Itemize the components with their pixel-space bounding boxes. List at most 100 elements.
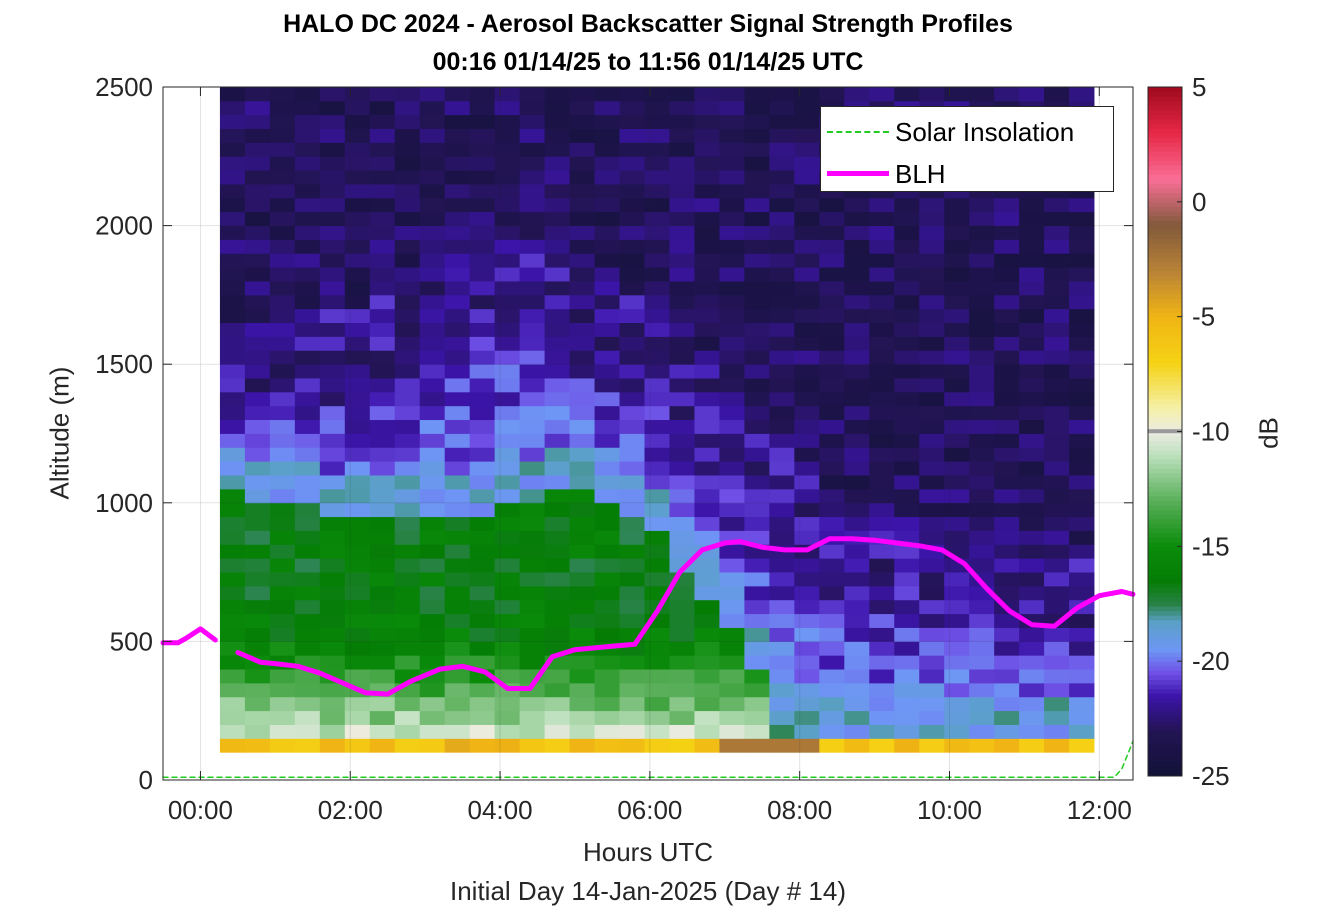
heatmap-cell — [644, 156, 670, 171]
heatmap-cell — [994, 350, 1020, 365]
heatmap-cell — [544, 350, 570, 365]
heatmap-cell — [719, 682, 745, 698]
heatmap-cell — [419, 184, 446, 199]
colorbar-segment — [1148, 730, 1182, 736]
heatmap-cell — [944, 516, 970, 531]
heatmap-cell — [944, 572, 970, 587]
heatmap-cell — [969, 669, 995, 684]
heatmap-cell — [819, 641, 845, 656]
heatmap-cell — [394, 710, 421, 725]
heatmap-cell — [869, 669, 895, 684]
heatmap-cell — [294, 322, 321, 337]
heatmap-cell — [619, 114, 645, 129]
heatmap-cell — [819, 419, 845, 434]
heatmap-cell — [894, 239, 920, 254]
heatmap-cell — [269, 350, 296, 365]
heatmap-cell — [494, 184, 521, 199]
heatmap-cell — [544, 225, 570, 240]
colorbar-segment — [1148, 463, 1182, 469]
heatmap-cell — [869, 350, 895, 365]
heatmap-cell — [469, 378, 496, 393]
heatmap-cell — [869, 655, 895, 670]
heatmap-cell — [244, 156, 271, 171]
heatmap-cell — [869, 599, 895, 615]
heatmap-cell — [1069, 502, 1095, 518]
heatmap-cell — [994, 488, 1020, 504]
colorbar-segment — [1148, 114, 1182, 120]
heatmap-cell — [444, 682, 471, 698]
heatmap-cell — [719, 502, 745, 518]
heatmap-cell — [644, 710, 670, 725]
heatmap-cell — [419, 655, 446, 670]
colorbar-segment — [1148, 215, 1182, 221]
heatmap-cell — [294, 170, 321, 185]
heatmap-cell — [244, 294, 271, 310]
heatmap-cell — [344, 516, 371, 531]
heatmap-cell — [494, 322, 521, 337]
heatmap-cell — [419, 475, 446, 490]
heatmap-cell — [894, 641, 920, 656]
heatmap-cell — [669, 350, 695, 365]
heatmap-cell — [894, 225, 920, 240]
heatmap-cell — [394, 724, 421, 739]
heatmap-cell — [594, 225, 620, 240]
heatmap-cell — [619, 336, 645, 351]
heatmap-cell — [1069, 281, 1095, 296]
heatmap-cell — [819, 239, 845, 254]
heatmap-cell — [594, 128, 620, 143]
colorbar-segment — [1148, 376, 1182, 382]
heatmap-cell — [294, 197, 321, 213]
heatmap-cell — [244, 558, 271, 573]
heatmap-cell — [694, 156, 720, 171]
heatmap-cell — [669, 281, 695, 296]
heatmap-cell — [544, 669, 570, 684]
heatmap-cell — [794, 530, 820, 545]
heatmap-cell — [969, 599, 995, 615]
heatmap-cell — [294, 391, 321, 407]
heatmap-cell — [994, 572, 1020, 587]
heatmap-cell — [369, 710, 396, 725]
heatmap-cell — [719, 197, 745, 213]
heatmap-cell — [569, 197, 595, 213]
heatmap-cell — [469, 294, 496, 310]
heatmap-cell — [444, 599, 471, 615]
heatmap-cell — [544, 696, 570, 712]
heatmap-cell — [344, 184, 371, 199]
heatmap-cell — [1044, 682, 1070, 698]
heatmap-cell — [894, 87, 920, 102]
heatmap-cell — [694, 405, 720, 421]
heatmap-cell — [469, 114, 496, 129]
heatmap-cell — [444, 724, 471, 739]
heatmap-cell — [794, 267, 820, 282]
heatmap-cell — [594, 419, 620, 434]
heatmap-cell — [544, 364, 570, 379]
axis-ticks: 00:00 02:00 04:00 06:00 08:00 10:00 12:0005001… — [95, 72, 1133, 825]
colorbar-segment — [1148, 555, 1182, 561]
colorbar-segment — [1148, 514, 1182, 520]
heatmap-cell — [494, 294, 521, 310]
heatmap-cell — [319, 516, 346, 531]
heatmap-cell — [544, 391, 570, 407]
heatmap-cell — [594, 350, 620, 365]
heatmap-cell — [894, 336, 920, 351]
heatmap-cell — [269, 267, 296, 282]
heatmap-cell — [419, 156, 446, 171]
colorbar-segment — [1148, 445, 1182, 451]
heatmap-cell — [694, 572, 720, 587]
heatmap-cell — [994, 197, 1020, 213]
heatmap-cell — [419, 391, 446, 407]
heatmap-cell — [769, 267, 795, 282]
heatmap-cell — [619, 655, 645, 670]
heatmap-cell — [319, 682, 346, 698]
heatmap-cell — [619, 488, 645, 504]
heatmap-cell — [469, 682, 496, 698]
colorbar-segment — [1148, 583, 1182, 589]
colorbar-segment — [1148, 151, 1182, 157]
heatmap-cell — [294, 225, 321, 240]
heatmap-cell — [269, 544, 296, 559]
heatmap-cell — [569, 211, 595, 226]
heatmap-cell — [269, 156, 296, 171]
heatmap-cell — [244, 724, 271, 739]
heatmap-cell — [669, 322, 695, 337]
heatmap-cell — [969, 364, 995, 379]
